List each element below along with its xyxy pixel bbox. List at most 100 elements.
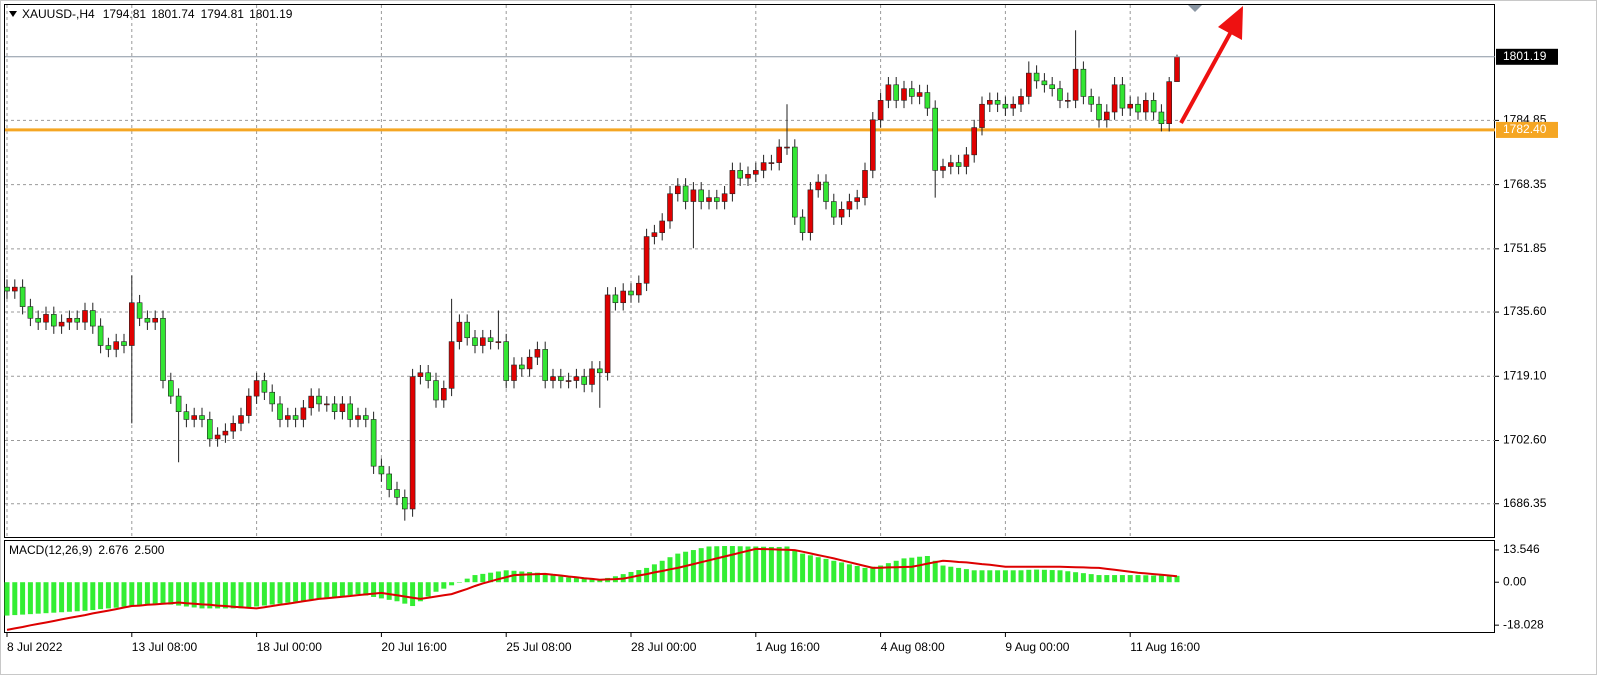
candle-body [401,497,408,510]
candle-body [604,294,611,374]
macd-bar [168,582,174,605]
y-tick-label: 1768.35 [1503,177,1547,191]
candle-body [1033,72,1040,82]
macd-bar [82,582,88,611]
macd-bar [776,546,782,583]
candle-body [183,411,190,420]
macd-bar [1018,570,1024,583]
candle-body [971,127,978,156]
macd-bar [254,582,260,607]
candle-body [1150,100,1157,113]
candle-body [238,415,244,424]
candle-body [1096,103,1102,121]
macd-bar [215,582,221,609]
macd-bar [690,550,696,583]
candle-body [573,376,580,381]
candle-body [596,368,603,374]
candle-body [230,423,236,432]
macd-bar [300,582,306,601]
candle-body [50,314,57,327]
candle-body [58,321,65,327]
macd-bar [417,582,423,602]
candle-body [1041,80,1048,86]
candle-body [464,321,471,339]
candle-body [518,364,525,370]
macd-bar [792,550,798,583]
macd-bar [1088,574,1094,583]
macd-bar [90,582,96,611]
candle-body [776,146,783,163]
macd-bar [511,570,517,583]
macd-bar [1073,572,1079,583]
price-tag-label: 1801.19 [1503,49,1547,63]
symbol-menu-arrow[interactable] [9,11,17,17]
macd-bar [878,565,884,583]
candle-body [222,430,229,436]
y-tick-label: 0.00 [1503,574,1527,588]
candle-body [682,185,689,202]
macd-bar [27,582,33,615]
candle-body [768,162,775,164]
macd-bar [698,548,704,583]
candle-body [378,465,385,475]
candle-body [347,403,354,420]
candle-body [1104,111,1110,121]
candle-body [152,317,158,323]
candle-body [869,119,876,171]
macd-bar [800,553,806,583]
candle-body [35,317,42,323]
candle-body [316,395,322,405]
candle-body [885,84,892,101]
macd-bar [909,557,915,583]
candle-body [253,380,260,397]
macd-bar [1166,575,1172,583]
shift-marker[interactable] [1188,5,1202,12]
macd-bar [261,582,267,606]
candle-body [370,419,377,467]
macd-bar [339,582,345,597]
candle-body [542,349,549,381]
candle-body [916,92,923,97]
macd-bar [597,579,603,583]
x-tick-label: 13 Jul 08:00 [132,640,198,654]
candle-body [986,100,993,105]
macd-bar [222,582,228,609]
candle-body [815,181,822,191]
candle-body [277,403,283,420]
candle-body [1111,84,1118,113]
macd-bar [324,582,330,598]
macd-bar [277,582,283,604]
signal-line [6,547,1178,631]
candle-body [706,197,712,202]
candle-body [440,388,447,401]
macd-bar [113,582,119,608]
candle-body [74,317,80,323]
macd-bar [846,564,852,583]
macd-bar [449,582,455,586]
macd-bar [246,582,252,608]
candle-body [27,306,34,319]
candle-body [82,310,88,323]
candle-body [745,173,751,179]
candle-body [362,415,369,420]
macd-bar [1080,573,1086,583]
macd-bar [410,582,416,607]
macd-bar [1049,570,1055,583]
macd-bar [1065,571,1071,583]
candle-body [1065,100,1071,102]
macd-bar [1010,570,1016,583]
candle-body [924,92,931,109]
macd-bar [722,546,728,583]
macd-bar [1002,570,1008,583]
macd-bar [1057,570,1063,583]
candle-body [1135,103,1141,113]
candle-body [698,189,705,202]
candle-body [854,197,861,202]
macd-bar [441,582,447,589]
candle-body [1026,72,1032,97]
macd-bar [768,546,774,583]
macd-bar [66,582,72,612]
candle-body [113,341,119,350]
macd-bar [105,582,111,609]
macd-bar [98,582,104,610]
